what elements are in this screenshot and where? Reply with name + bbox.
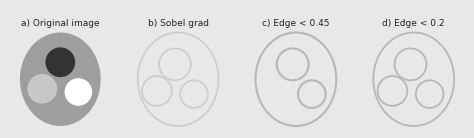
- Title: d) Edge < 0.2: d) Edge < 0.2: [383, 19, 445, 28]
- Circle shape: [64, 78, 92, 106]
- Circle shape: [27, 74, 57, 104]
- Title: a) Original image: a) Original image: [21, 19, 100, 28]
- Circle shape: [46, 47, 75, 77]
- Title: c) Edge < 0.45: c) Edge < 0.45: [262, 19, 329, 28]
- Title: b) Sobel grad: b) Sobel grad: [147, 19, 209, 28]
- Ellipse shape: [20, 32, 100, 126]
